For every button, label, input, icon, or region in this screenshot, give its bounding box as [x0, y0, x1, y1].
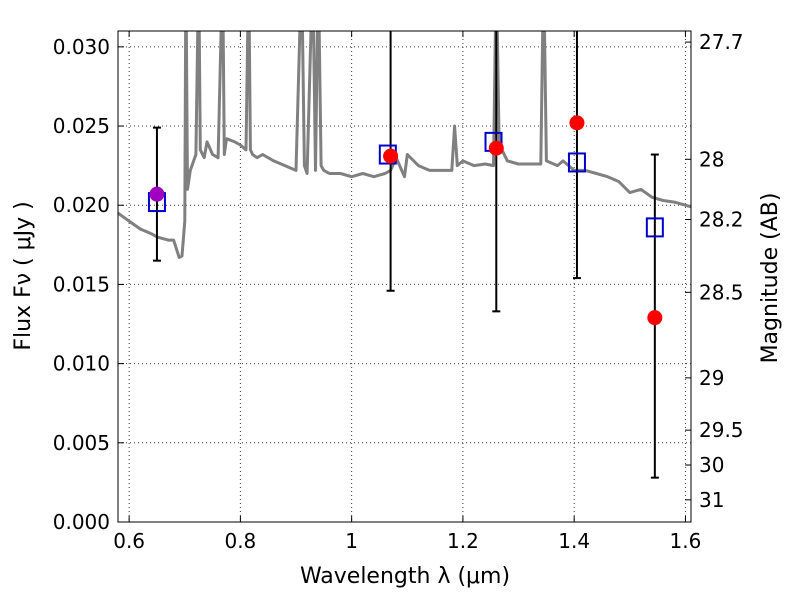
right-tick-label: 29.5 [699, 418, 744, 442]
x-tick-label: 0.6 [113, 529, 145, 553]
observed-points-layer [149, 115, 663, 326]
x-tick-label: 0.8 [224, 529, 256, 553]
observed-point [488, 140, 504, 156]
right-tick-label: 28 [699, 147, 724, 171]
y-tick-label: 0.000 [53, 510, 110, 534]
x-tick-label: 1.2 [447, 529, 479, 553]
right-tick-label: 31 [699, 488, 724, 512]
model-point [567, 152, 586, 173]
right-tick-label: 28.2 [699, 207, 744, 231]
right-tick-label: 29 [699, 366, 724, 390]
x-axis-ticks: 0.6 0.8 1 1.2 1.4 1.6 [113, 31, 701, 553]
grid-lines [118, 31, 691, 523]
y-tick-label: 0.020 [53, 193, 110, 217]
right-tick-label: 28.5 [699, 280, 744, 304]
right-tick-label: 30 [699, 453, 724, 477]
y-tick-label: 0.025 [53, 114, 110, 138]
right-tick-label: 27.7 [699, 30, 744, 54]
x-axis-label: Wavelength λ (μm) [300, 564, 510, 589]
y-tick-label: 0.005 [53, 431, 110, 455]
right-axis-ticks: 27.7 28 28.2 28.5 29 29.5 30 31 [685, 30, 744, 512]
observed-point [647, 310, 663, 326]
right-axis-label: Magnitude (AB) [758, 193, 783, 364]
observed-point [383, 148, 399, 164]
y-tick-label: 0.030 [53, 35, 110, 59]
y-tick-label: 0.015 [53, 272, 110, 296]
plot-frame [117, 30, 692, 523]
spectrum-line [118, 31, 691, 259]
model-point [645, 217, 664, 238]
y-axis-ticks: 0.000 0.005 0.010 0.015 0.020 0.025 0.030 [53, 35, 124, 534]
y-tick-label: 0.010 [53, 352, 110, 376]
x-tick-label: 1.4 [558, 529, 590, 553]
spectrum-layer [118, 31, 691, 259]
errorbar-layer [152, 31, 659, 479]
x-tick-label: 1.6 [670, 529, 702, 553]
observed-point [149, 186, 165, 202]
y-axis-label: Flux Fν ( μJy ) [11, 201, 36, 350]
observed-point [569, 115, 585, 131]
x-tick-label: 1 [345, 529, 358, 553]
